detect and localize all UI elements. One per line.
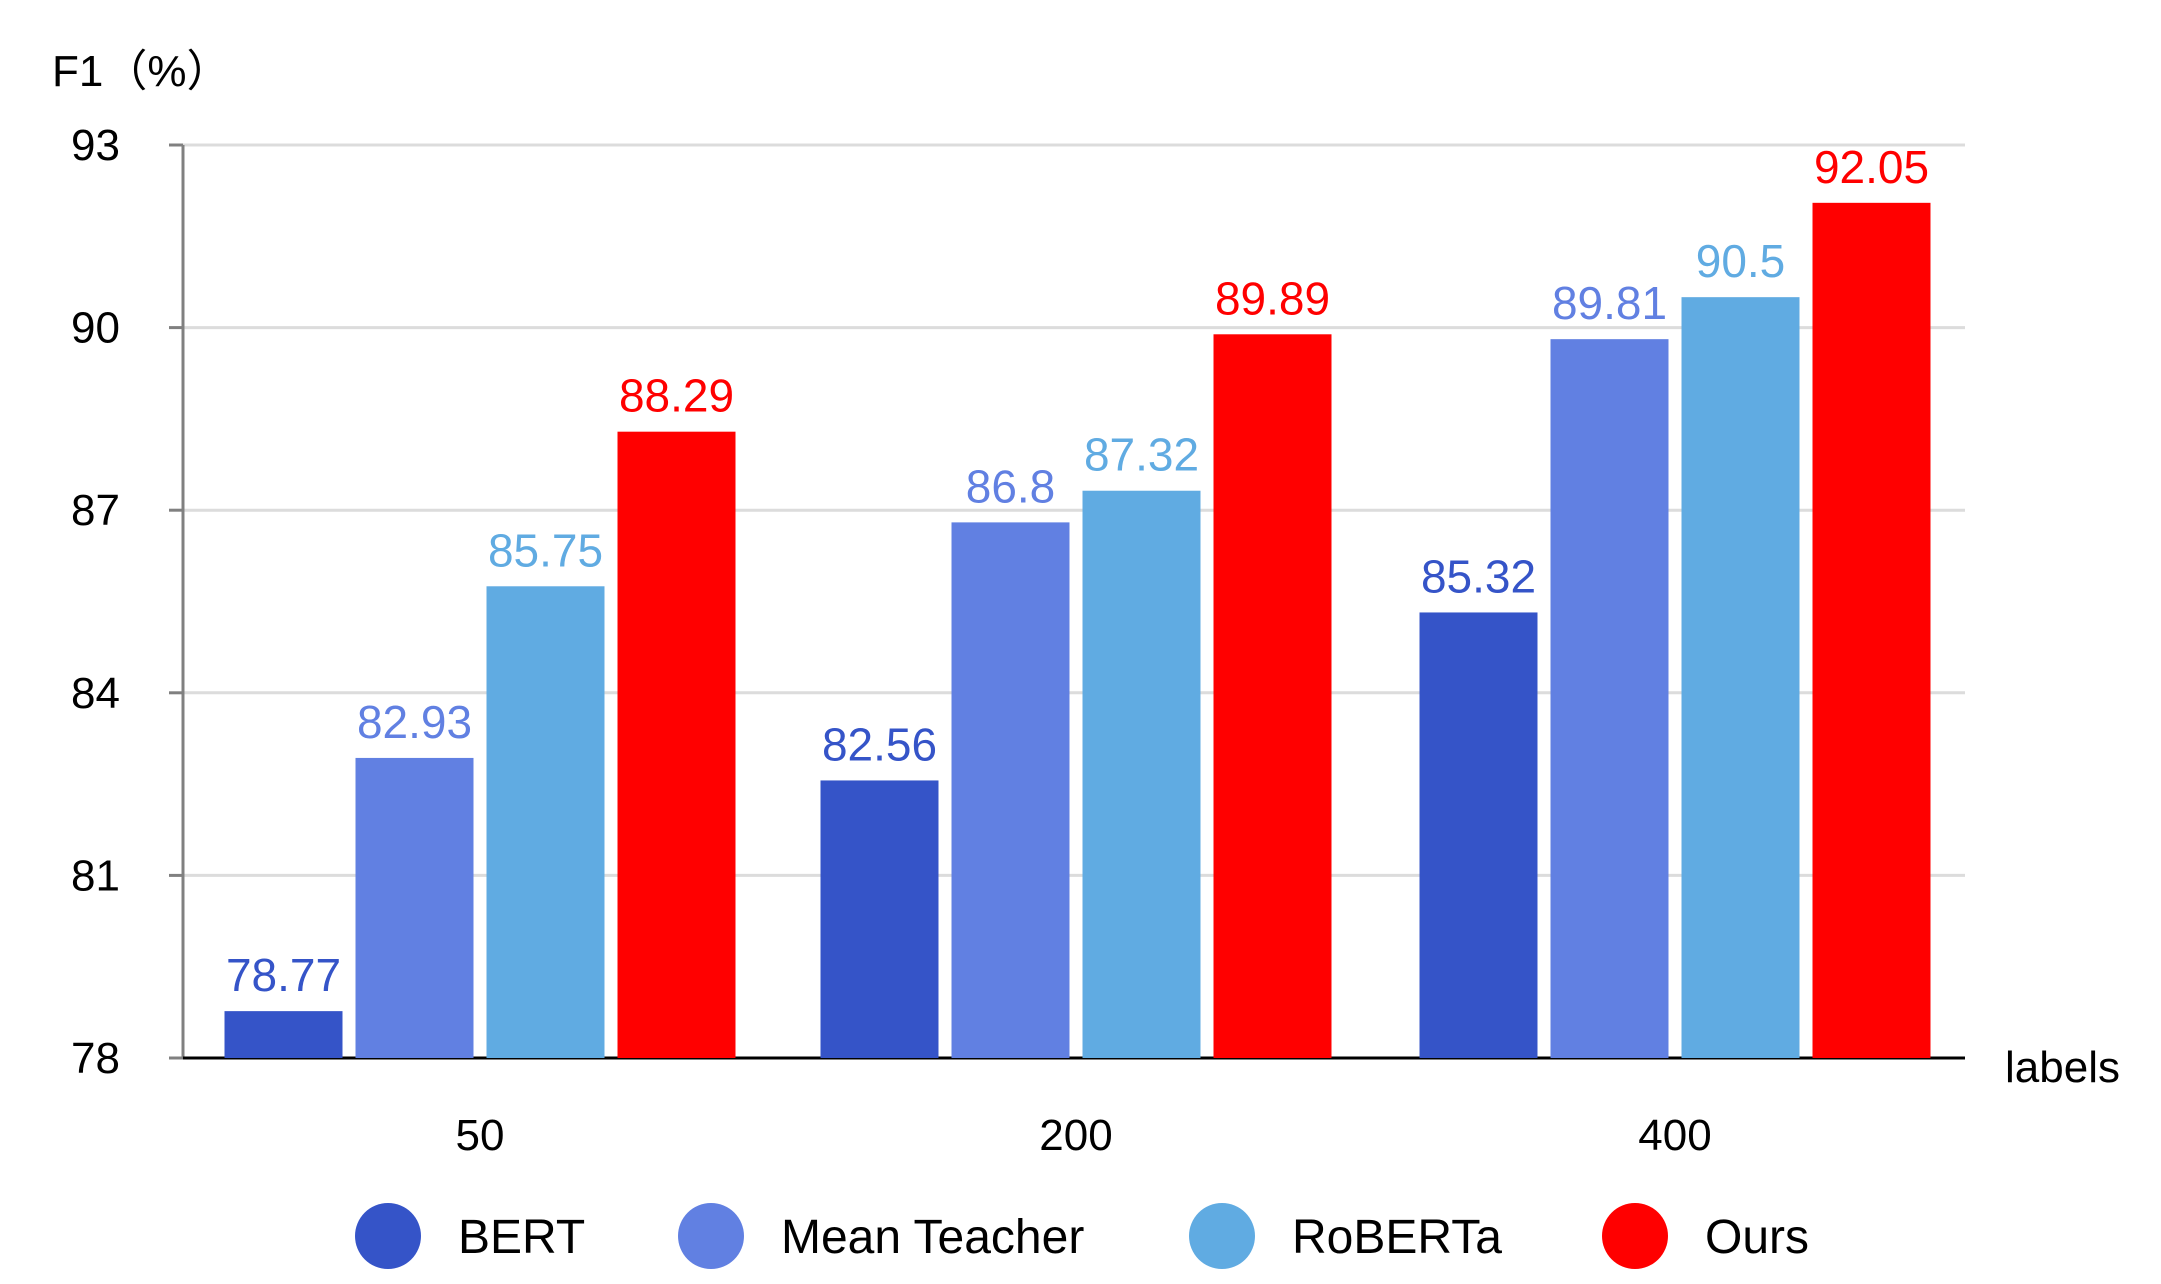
y-tick-label: 81 <box>71 851 120 900</box>
data-label: 90.5 <box>1696 235 1786 287</box>
bar-roberta-50 <box>486 586 605 1058</box>
y-tick-label: 87 <box>71 486 120 535</box>
bar-roberta-200 <box>1082 490 1201 1058</box>
data-label: 82.56 <box>822 718 937 770</box>
legend-label: RoBERTa <box>1292 1211 1502 1264</box>
bar-mean-teacher-50 <box>355 757 474 1058</box>
data-label: 85.75 <box>488 524 603 576</box>
bar-mean-teacher-400 <box>1550 339 1669 1058</box>
x-tick-label: 400 <box>1638 1111 1711 1160</box>
data-label: 89.81 <box>1552 277 1667 329</box>
legend-marker <box>1189 1203 1255 1269</box>
x-ticks: 50 200 400 <box>456 1111 1712 1160</box>
data-label: 89.89 <box>1215 272 1330 324</box>
y-axis-title: F1（%） <box>52 47 230 96</box>
x-tick-label: 50 <box>456 1111 505 1160</box>
data-label: 92.05 <box>1814 141 1929 193</box>
y-tick-label: 90 <box>71 304 120 353</box>
data-label: 85.32 <box>1421 550 1536 602</box>
legend-label: Ours <box>1705 1211 1809 1264</box>
y-tick-label: 84 <box>71 669 120 718</box>
legend-marker <box>1602 1203 1668 1269</box>
x-axis-title: labels <box>2005 1043 2120 1092</box>
y-tick-label: 93 <box>71 121 120 170</box>
bar-ours-50 <box>617 431 736 1058</box>
data-label: 82.93 <box>357 696 472 748</box>
bar-bert-400 <box>1419 612 1538 1058</box>
bar-ours-400 <box>1812 202 1931 1058</box>
data-label: 86.8 <box>966 460 1056 512</box>
legend-label: Mean Teacher <box>781 1211 1084 1264</box>
data-label: 78.77 <box>226 949 341 1001</box>
bar-bert-200 <box>820 780 939 1058</box>
y-ticks: 78 81 84 87 90 93 <box>71 121 183 1083</box>
data-label: 87.32 <box>1084 429 1199 481</box>
y-tick-label: 78 <box>71 1034 120 1083</box>
legend: BERT Mean Teacher RoBERTa Ours <box>355 1203 1809 1269</box>
bars <box>224 202 1931 1059</box>
bar-labels: 78.77 82.93 85.75 88.29 82.56 86.8 87.32 89.89 8… <box>226 141 1929 1001</box>
bar-ours-200 <box>1213 334 1332 1059</box>
bar-roberta-400 <box>1681 297 1800 1059</box>
bar-bert-50 <box>224 1011 343 1058</box>
x-tick-label: 200 <box>1039 1111 1112 1160</box>
legend-marker <box>678 1203 744 1269</box>
legend-label: BERT <box>458 1211 585 1264</box>
bar-mean-teacher-200 <box>951 522 1070 1058</box>
legend-marker <box>355 1203 421 1269</box>
data-label: 88.29 <box>619 370 734 422</box>
